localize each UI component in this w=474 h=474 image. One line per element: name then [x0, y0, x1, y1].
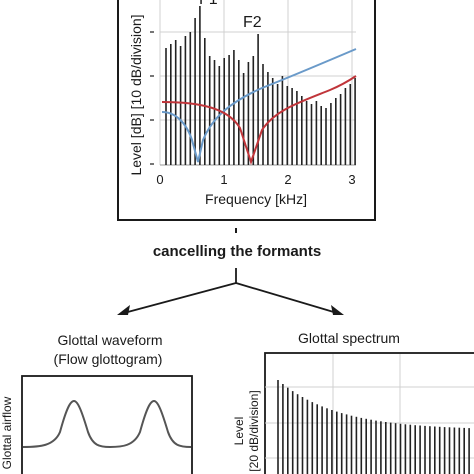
x-tick-0: 0	[156, 172, 163, 187]
left-plot-frame	[21, 375, 193, 474]
right-title: Glottal spectrum	[298, 330, 400, 346]
top-y-axis-label: Level [dB] [10 dB/division]	[128, 14, 144, 175]
x-tick-3: 3	[348, 172, 355, 187]
glottal-spectrum-bars	[277, 380, 470, 474]
right-plot-frame	[264, 352, 474, 474]
left-y-axis-label: Glottal airflow	[0, 396, 14, 469]
top-y-ticks	[150, 31, 154, 165]
left-arrow	[117, 282, 237, 315]
x-tick-2: 2	[284, 172, 291, 187]
right-plot-grid	[265, 354, 474, 474]
red-filter-curve	[161, 75, 357, 166]
formant-label-f2: F2	[243, 14, 262, 31]
left-title-line1: Glottal waveform	[57, 332, 162, 348]
top-panel-frame	[117, 0, 376, 221]
glottal-waveform-line	[22, 399, 192, 449]
left-title-line2: (Flow glottogram)	[54, 351, 163, 367]
right-y-axis-label-line2: [20 dB/division]	[247, 390, 261, 471]
right-y-axis-label-line1: Level	[232, 417, 246, 446]
x-tick-1: 1	[220, 172, 227, 187]
formant-label-f1: F1	[199, 0, 218, 8]
blue-filter-curve	[161, 48, 357, 163]
top-x-axis-label: Frequency [kHz]	[205, 191, 307, 207]
caption-cancelling-formants: cancelling the formants	[153, 243, 321, 260]
right-arrow	[235, 282, 344, 315]
